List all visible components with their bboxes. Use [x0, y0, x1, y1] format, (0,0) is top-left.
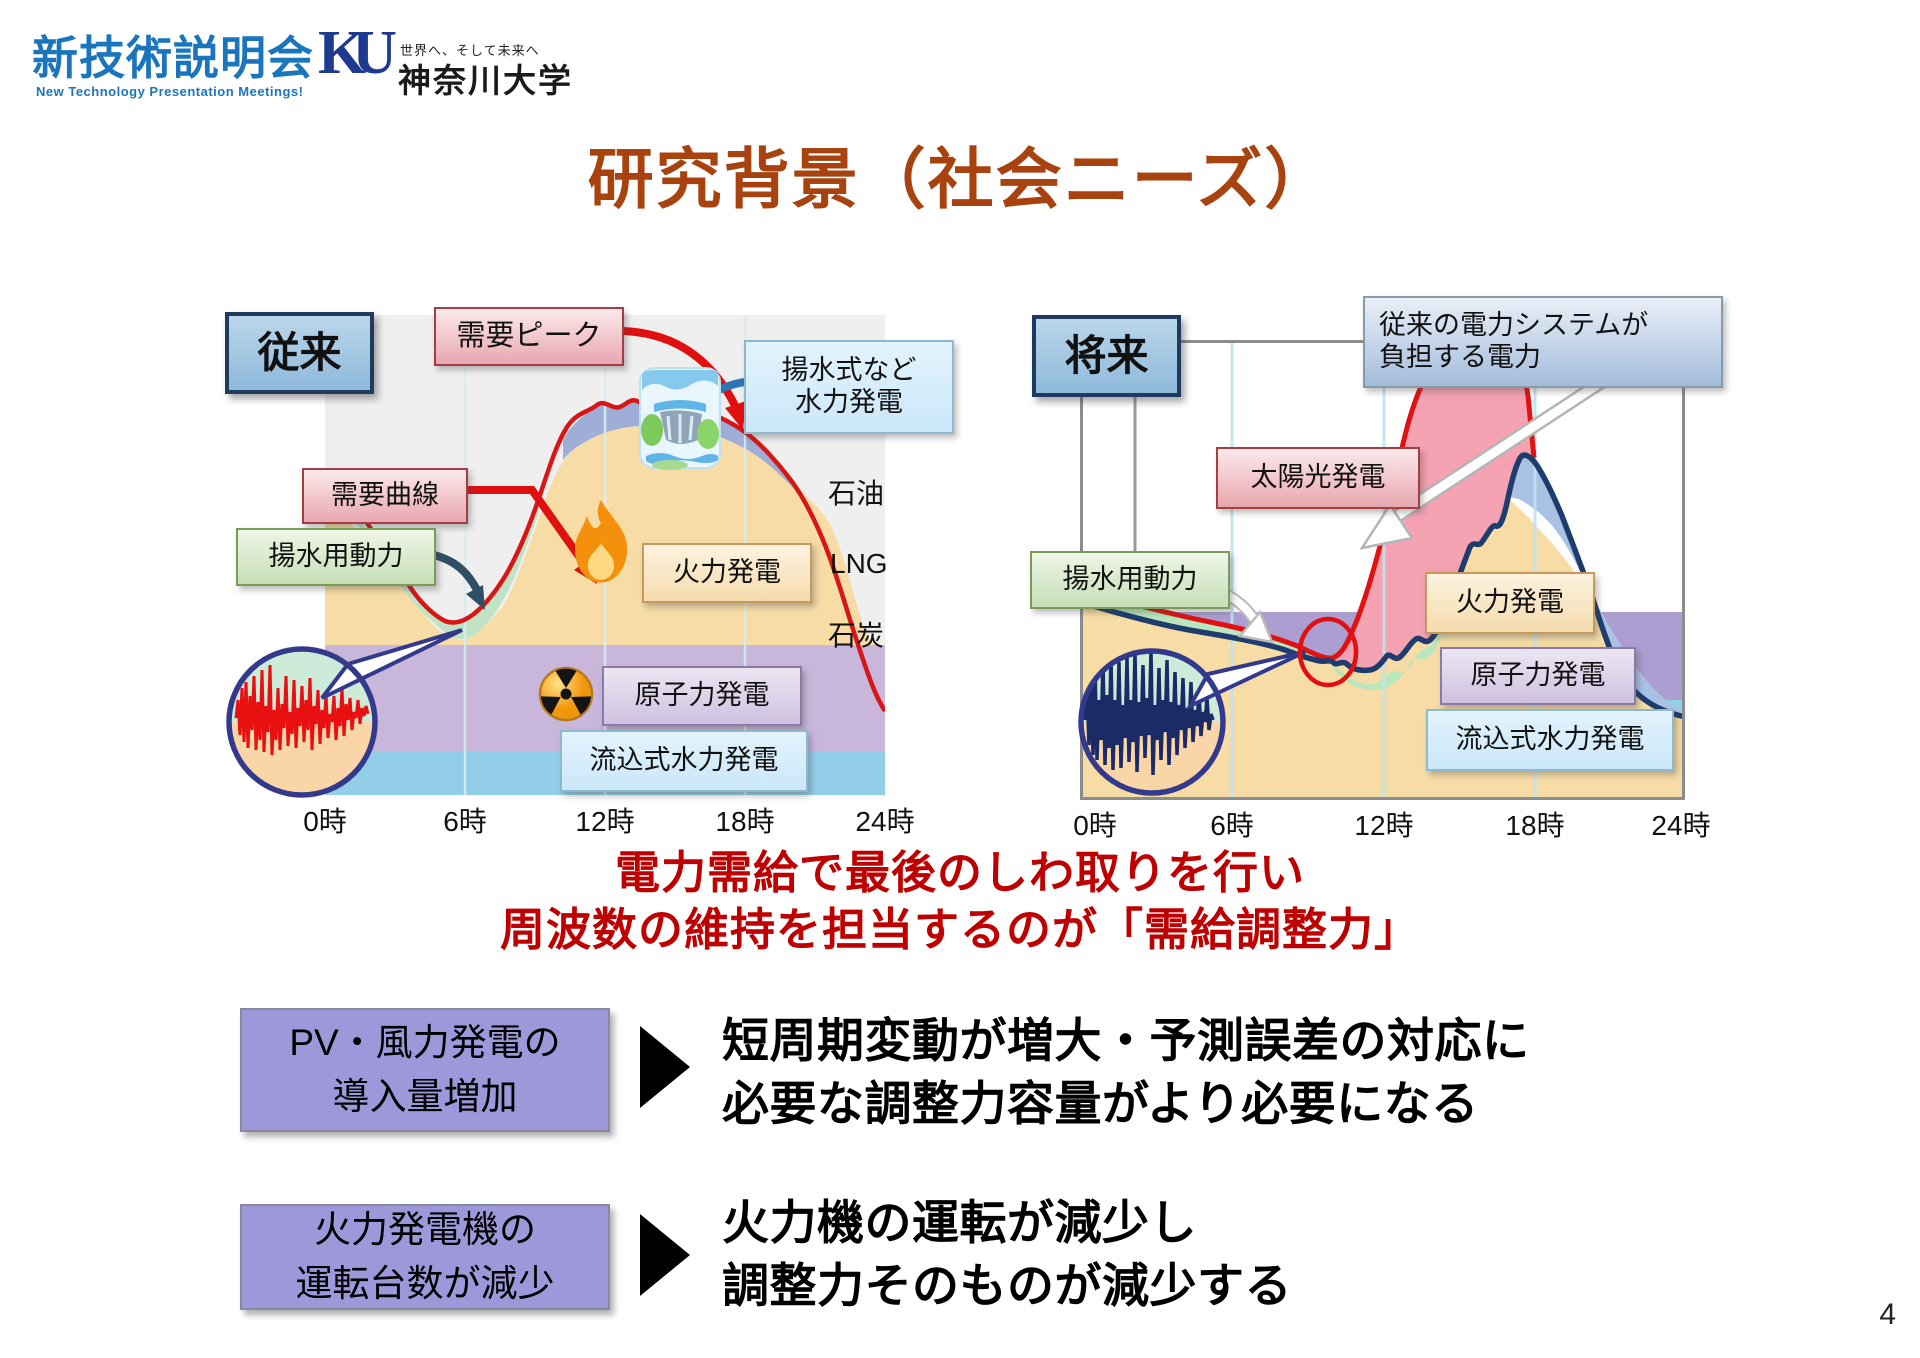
run-of-river-label-right: 流込式水力発電 [1426, 709, 1674, 771]
nuclear-label-right: 原子力発電 [1440, 647, 1636, 705]
effect-text-1: 短周期変動が増大・予測誤差の対応に 必要な調整力容量がより必要になる [722, 1010, 1530, 1135]
cause-box-pv-wind-line1: PV・風力発電の [289, 1022, 561, 1064]
cause-box-thermal-units: 火力発電機の 運転台数が減少 [240, 1204, 610, 1310]
university-name: 神奈川大学 [398, 62, 573, 99]
effect-text-1-line1: 短周期変動が増大・予測誤差の対応に [722, 1014, 1530, 1067]
fuel-lng-label: LNG [830, 548, 888, 579]
new-tech-logo-subtitle: New Technology Presentation Meetings! [36, 84, 304, 99]
left-pumping-area [340, 500, 538, 640]
cause-box-thermal-line1: 火力発電機の [314, 1209, 536, 1251]
nuclear-text-right: 原子力発電 [1470, 660, 1606, 691]
cause-box-thermal-line2: 運転台数が減少 [295, 1263, 555, 1304]
new-tech-logo: 新技術説明会 [32, 32, 314, 84]
cause-box-pv-wind-line2: 導入量増加 [332, 1076, 518, 1117]
nuclear-text-left: 原子力発電 [634, 680, 770, 711]
effect-text-2-line2: 調整力そのものが減少する [722, 1258, 1292, 1312]
fuel-coal-label: 石炭 [828, 620, 885, 651]
right-tick-0: 0時 [1073, 810, 1117, 841]
pumped-hydro-text-1: 揚水式など [781, 355, 917, 386]
effect-text-2-line1: 火力機の運転が減少し [722, 1196, 1197, 1249]
effect-text-2: 火力機の運転が減少し 調整力そのものが減少する [722, 1192, 1292, 1317]
pumping-power-text-left: 揚水用動力 [268, 541, 404, 572]
right-chart-tag-label: 将来 [1064, 332, 1149, 380]
effect-text-1-line2: 必要な調整力容量がより必要になる [722, 1076, 1479, 1130]
right-tick-6: 6時 [1210, 810, 1254, 841]
right-tick-12: 12時 [1354, 810, 1414, 841]
ku-logo-icon: KU [318, 19, 397, 87]
headline: 電力需給で最後のしわ取りを行い 周波数の維持を担当するのが「需給調整力」 [0, 844, 1920, 958]
right-tick-24: 24時 [1651, 810, 1711, 841]
pumping-power-label-left: 揚水用動力 [236, 528, 436, 586]
right-chart-tag: 将来 [1032, 315, 1181, 397]
left-tick-0: 0時 [303, 806, 347, 837]
run-of-river-text-left: 流込式水力発電 [589, 745, 779, 776]
left-chart-tag-label: 従来 [257, 329, 342, 377]
thermal-text-right: 火力発電 [1456, 587, 1564, 618]
left-tick-24: 24時 [855, 806, 915, 837]
demand-curve-label: 需要曲線 [302, 468, 468, 524]
conventional-power-text-2: 負担する電力 [1379, 342, 1541, 372]
demand-curve-text: 需要曲線 [331, 480, 439, 511]
conventional-power-text-1: 従来の電力システムが [1379, 310, 1649, 341]
arrow-right-icon-2 [640, 1214, 690, 1296]
fuel-oil-label: 石油 [828, 478, 885, 509]
right-pumping-area-dip [1330, 608, 1450, 690]
thermal-text-left: 火力発電 [673, 557, 781, 588]
demand-peak-label: 需要ピーク [434, 307, 624, 366]
page-number: 4 [1879, 1298, 1896, 1331]
solar-text: 太陽光発電 [1250, 462, 1386, 493]
arrow-right-icon-1 [640, 1026, 690, 1108]
thermal-label-left: 火力発電 [642, 543, 812, 603]
left-tick-18: 18時 [715, 806, 775, 837]
thermal-label-right: 火力発電 [1425, 572, 1595, 634]
solar-label: 太陽光発電 [1216, 447, 1420, 509]
nuclear-label-left: 原子力発電 [602, 666, 802, 726]
pumping-power-text-right: 揚水用動力 [1062, 564, 1198, 595]
run-of-river-text-right: 流込式水力発電 [1455, 724, 1645, 755]
right-tick-18: 18時 [1505, 810, 1565, 841]
cause-box-pv-wind: PV・風力発電の 導入量増加 [240, 1008, 610, 1132]
left-tick-12: 12時 [575, 806, 635, 837]
run-of-river-label-left: 流込式水力発電 [560, 730, 808, 792]
university-tagline: 世界へ、そして未来へ [400, 43, 540, 58]
headline-line1: 電力需給で最後のしわ取りを行い [614, 847, 1305, 898]
pumped-hydro-text-2: 水力発電 [795, 387, 903, 417]
demand-peak-text: 需要ピーク [456, 320, 602, 353]
conventional-power-label: 従来の電力システムが 負担する電力 [1363, 296, 1723, 388]
headline-line2: 周波数の維持を担当するのが「需給調整力」 [499, 904, 1420, 956]
left-tick-6: 6時 [443, 806, 487, 837]
left-chart-tag: 従来 [225, 312, 374, 394]
pumped-hydro-label: 揚水式など 水力発電 [744, 340, 954, 434]
pumping-power-label-right: 揚水用動力 [1030, 551, 1230, 609]
page-title: 研究背景（社会ニーズ） [587, 142, 1333, 216]
